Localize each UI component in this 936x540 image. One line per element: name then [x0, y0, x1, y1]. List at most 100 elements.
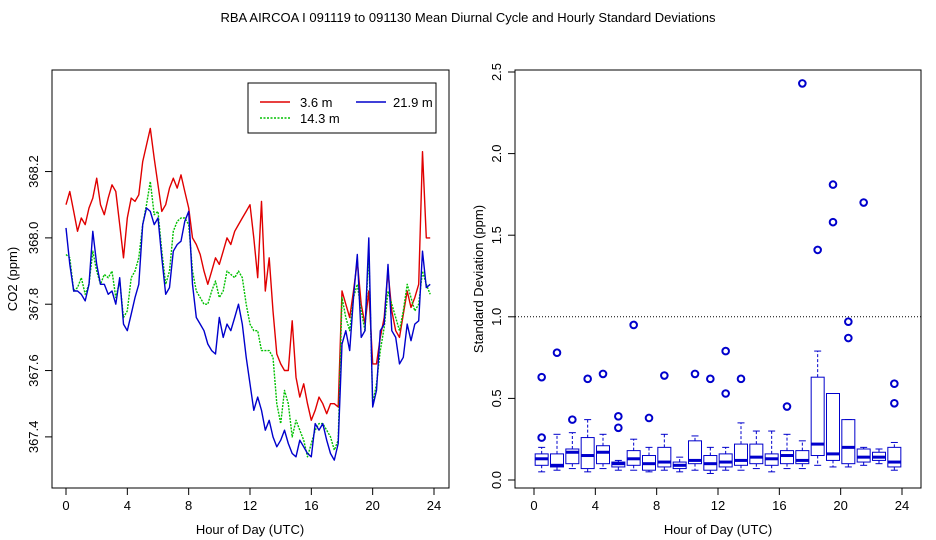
outlier-point [844, 333, 853, 343]
box-hour-6.5 [626, 320, 641, 471]
right-x-tick-label: 20 [833, 498, 847, 513]
right-y-tick-label: 0.5 [489, 389, 504, 407]
outlier-point [598, 369, 608, 379]
left-y-tick-label: 367.4 [26, 421, 41, 454]
box-hour-23.5 [887, 379, 902, 471]
box-iqr [780, 450, 794, 465]
outlier-point [813, 245, 822, 255]
box-hour-13.5 [734, 374, 748, 471]
box-hour-10.5 [688, 369, 702, 471]
box-iqr [580, 437, 595, 470]
box-iqr [688, 440, 702, 465]
outlier-point [583, 374, 592, 384]
right-y-axis-label: Standard Deviation (ppm) [471, 205, 486, 353]
left-y-tick-label: 368.0 [26, 222, 41, 255]
box-hour-20.5 [841, 317, 856, 468]
right-y-tick-label: 0.0 [489, 471, 504, 489]
legend-box [247, 82, 437, 134]
left-y-axis: 367.4 367.6 367.8 368.0 368.2 [26, 155, 52, 453]
outlier-point [782, 402, 792, 411]
right-y-tick-label: 2.0 [489, 145, 504, 163]
right-x-axis-label: Hour of Day (UTC) [664, 522, 772, 537]
right-x-tick-label: 16 [772, 498, 786, 513]
box-hour-19.5 [826, 180, 840, 468]
legend: 3.6 m 14.3 m 21.9 m [247, 82, 437, 134]
box-hour-14.5 [749, 430, 764, 470]
box-hour-2.5 [565, 415, 580, 470]
figure-title: RBA AIRCOA I 091119 to 091130 Mean Diurn… [220, 10, 716, 25]
box-iqr [826, 393, 840, 461]
box-hour-3.5 [580, 374, 595, 473]
left-x-tick-label: 0 [62, 498, 69, 513]
outlier-point [798, 79, 807, 88]
right-x-tick-label: 4 [592, 498, 599, 513]
left-x-tick-label: 8 [185, 498, 192, 513]
left-y-tick-label: 367.6 [26, 354, 41, 387]
series-line-14-3-m [65, 180, 431, 458]
box-hour-7.5 [642, 413, 656, 473]
series-line-21-9-m [65, 207, 431, 461]
outlier-point [537, 433, 546, 442]
legend-label-21-9m: 21.9 m [393, 95, 433, 110]
box-hour-11.5 [703, 374, 718, 474]
right-y-tick-label: 1.0 [489, 308, 504, 326]
box-hour-22.5 [872, 448, 886, 465]
box-hour-1.5 [550, 348, 564, 471]
left-y-tick-label: 367.8 [26, 288, 41, 321]
outlier-point [890, 398, 899, 408]
right-x-tick-label: 8 [653, 498, 660, 513]
box-iqr [550, 453, 564, 468]
box-hour-9.5 [672, 456, 687, 473]
box-hour-16.5 [780, 402, 794, 470]
left-panel-line-chart: 0 4 8 12 16 20 24 367.4 367.6 367.8 368.0 368.2 3.… [5, 69, 450, 537]
box-iqr [734, 443, 748, 466]
outlier-point [660, 371, 669, 380]
left-y-tick-label: 368.2 [26, 155, 41, 188]
outlier-point [644, 413, 654, 423]
outlier-point [614, 412, 623, 421]
outlier-point [614, 423, 623, 433]
right-plot-frame [514, 69, 922, 489]
left-x-tick-label: 20 [365, 498, 379, 513]
outlier-point [552, 348, 562, 358]
outlier-point [844, 317, 853, 326]
box-hour-18.5 [810, 245, 825, 466]
outlier-point [706, 374, 715, 384]
outlier-point [721, 389, 730, 398]
box-iqr [718, 453, 733, 468]
box-iqr [596, 445, 610, 465]
left-x-tick-label: 4 [124, 498, 131, 513]
right-x-tick-label: 24 [895, 498, 909, 513]
right-x-axis: 0 4 8 12 16 20 24 [530, 488, 909, 513]
outlier-point [828, 217, 838, 227]
left-series-lines [65, 127, 431, 461]
right-y-tick-label: 1.5 [489, 226, 504, 244]
box-iqr [810, 376, 825, 457]
box-hour-12.5 [718, 346, 733, 471]
left-x-tick-label: 16 [304, 498, 318, 513]
box-hour-0.5 [534, 372, 549, 473]
box-iqr [887, 446, 902, 468]
legend-label-14-3m: 14.3 m [300, 111, 340, 126]
box-hour-8.5 [657, 371, 672, 471]
right-panel-boxplot: 0 4 8 12 16 20 24 0.0 0.5 1.0 1.5 2.0 2.5 Hour of D… [471, 63, 922, 537]
outlier-point [568, 415, 577, 424]
outlier-point [890, 379, 899, 389]
legend-label-3-6m: 3.6 m [300, 95, 333, 110]
right-x-tick-label: 0 [530, 498, 537, 513]
box-hour-15.5 [764, 430, 779, 473]
left-x-tick-label: 24 [427, 498, 441, 513]
box-hour-4.5 [596, 369, 610, 470]
series-line-3-6-m [65, 127, 431, 421]
outlier-point [828, 180, 838, 189]
box-hour-17.5 [795, 79, 810, 470]
boxplot-group [534, 79, 902, 474]
outlier-point [629, 320, 638, 330]
right-y-axis: 0.0 0.5 1.0 1.5 2.0 2.5 [489, 63, 515, 489]
right-y-tick-label: 2.5 [489, 63, 504, 81]
box-iqr [856, 448, 871, 463]
outlier-point [736, 374, 746, 384]
left-x-axis: 0 4 8 12 16 20 24 [62, 488, 441, 513]
box-iqr [657, 446, 672, 468]
